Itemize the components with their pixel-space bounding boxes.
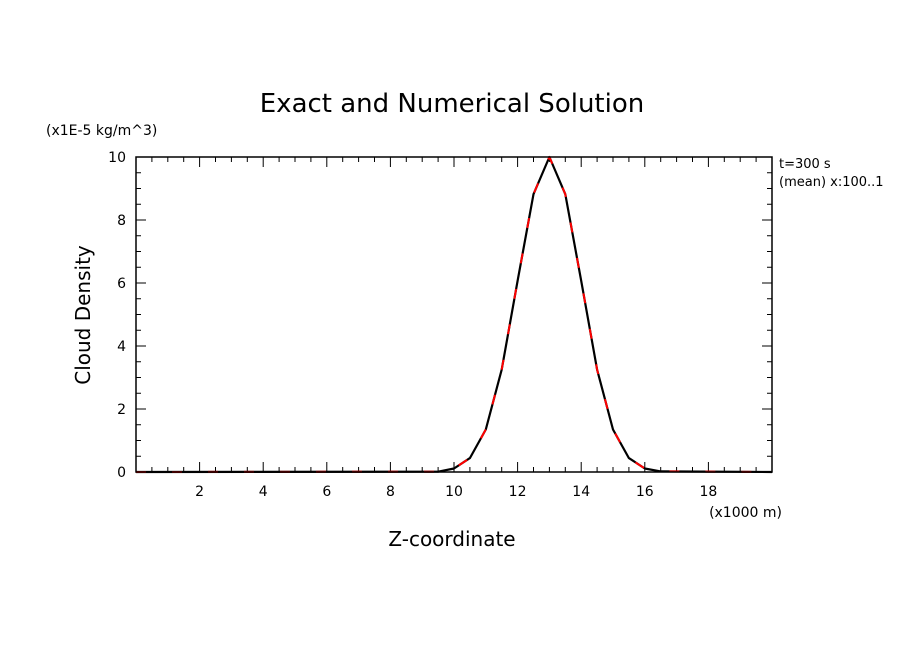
exact-solution-line [135,155,773,474]
series-lines [135,155,773,474]
y-tick-label: 0 [117,465,126,481]
x-axis-title: Z-coordinate [388,527,515,551]
mean-annotation: (mean) x:100..1 [779,175,884,190]
numerical-solution-line [135,156,773,473]
x-tick-label: 12 [509,484,527,500]
x-tick-label: 10 [445,484,463,500]
chart-title: Exact and Numerical Solution [260,89,644,119]
plot-frame [135,156,773,473]
x-tick-label: 4 [259,484,268,500]
tick-labels: 2 4 6 8 10 12 14 16 18 0 2 4 6 8 10 [108,150,717,500]
x-tick-label: 16 [636,484,654,500]
x-tick-label: 18 [699,484,717,500]
y-tick-label: 2 [117,402,126,418]
x-tick-label: 8 [386,484,395,500]
time-annotation: t=300 s [779,157,831,172]
axis-ticks [135,156,773,473]
x-tick-label: 2 [195,484,204,500]
y-axis-unit: (x1E-5 kg/m^3) [46,123,157,139]
y-tick-label: 10 [108,150,126,166]
y-tick-label: 6 [117,276,126,292]
x-tick-label: 6 [322,484,331,500]
y-axis-title: Cloud Density [71,245,95,385]
y-tick-label: 8 [117,213,126,229]
x-tick-label: 14 [572,484,590,500]
x-axis-unit: (x1000 m) [709,505,782,521]
y-tick-label: 4 [117,339,126,355]
